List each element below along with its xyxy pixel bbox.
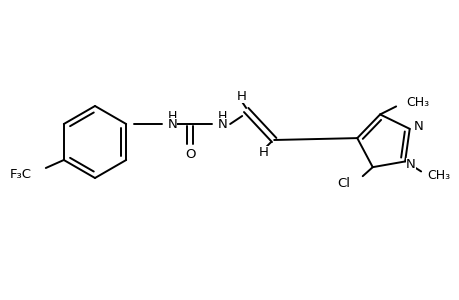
- Text: Cl: Cl: [337, 177, 350, 190]
- Text: N: N: [167, 118, 177, 130]
- Text: CH₃: CH₃: [405, 96, 428, 109]
- Text: H: H: [259, 146, 269, 158]
- Text: H: H: [237, 89, 246, 103]
- Text: CH₃: CH₃: [426, 169, 449, 182]
- Text: N: N: [217, 118, 227, 130]
- Text: F₃C: F₃C: [10, 169, 32, 182]
- Text: H: H: [217, 110, 226, 122]
- Text: H: H: [167, 110, 176, 122]
- Text: O: O: [185, 148, 195, 160]
- Text: N: N: [405, 158, 415, 171]
- Text: N: N: [413, 120, 423, 134]
